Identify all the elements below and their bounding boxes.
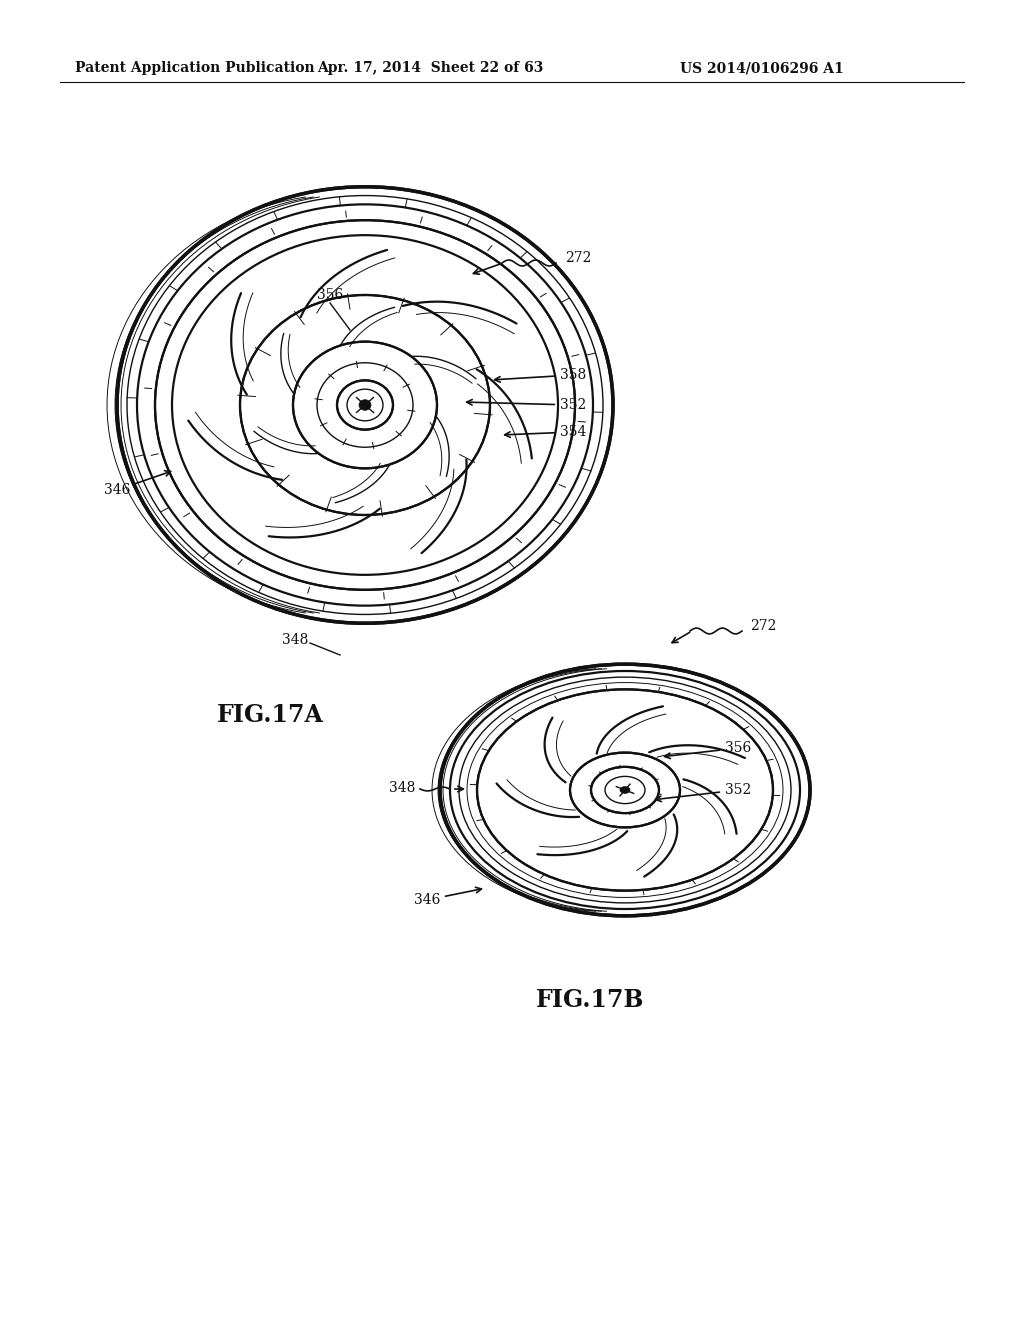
Text: 358: 358 — [495, 368, 587, 383]
Text: 352: 352 — [655, 783, 752, 801]
Text: US 2014/0106296 A1: US 2014/0106296 A1 — [680, 61, 844, 75]
Ellipse shape — [570, 752, 680, 828]
Text: 352: 352 — [467, 399, 587, 412]
Text: 348: 348 — [389, 781, 415, 795]
Text: Patent Application Publication: Patent Application Publication — [75, 61, 314, 75]
Ellipse shape — [362, 403, 368, 408]
Text: 354: 354 — [505, 425, 587, 440]
Ellipse shape — [155, 220, 575, 590]
Ellipse shape — [620, 787, 630, 793]
Text: 346: 346 — [414, 887, 481, 907]
Ellipse shape — [240, 294, 490, 515]
Text: 356: 356 — [665, 741, 752, 759]
Ellipse shape — [591, 767, 659, 813]
Text: Apr. 17, 2014  Sheet 22 of 63: Apr. 17, 2014 Sheet 22 of 63 — [316, 61, 543, 75]
Text: 272: 272 — [565, 251, 592, 265]
Text: FIG.17B: FIG.17B — [536, 987, 644, 1012]
Ellipse shape — [293, 342, 437, 469]
Ellipse shape — [117, 186, 613, 623]
Text: FIG.17A: FIG.17A — [216, 704, 324, 727]
Ellipse shape — [440, 664, 810, 916]
Text: 272: 272 — [750, 619, 776, 634]
Text: 346: 346 — [103, 471, 171, 498]
Text: 348: 348 — [282, 634, 308, 647]
Ellipse shape — [359, 400, 371, 411]
Text: 356: 356 — [316, 288, 343, 302]
Ellipse shape — [337, 380, 393, 429]
Ellipse shape — [477, 689, 773, 891]
